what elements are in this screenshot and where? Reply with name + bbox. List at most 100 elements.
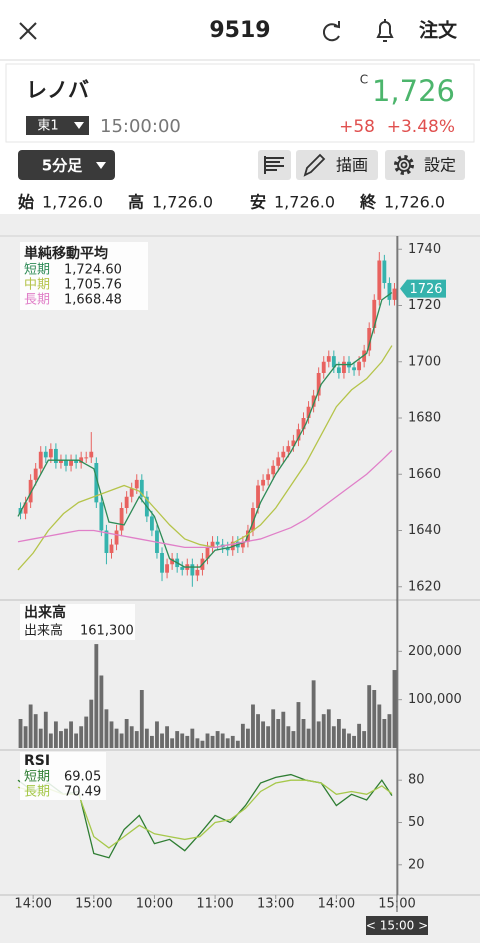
x-tick-label: 14:00 — [318, 897, 355, 912]
candle-body — [210, 541, 215, 548]
current-price: 1,726 — [372, 74, 455, 108]
candle-body — [160, 553, 164, 573]
order-button[interactable]: 注文 — [419, 19, 458, 42]
candle-body — [352, 367, 356, 371]
legend-name: 短期 — [24, 263, 50, 278]
candle-body — [180, 567, 185, 570]
volume-bar — [74, 733, 79, 748]
legend-title: RSI — [24, 753, 50, 769]
volume-bar — [195, 738, 200, 748]
volume-bar — [59, 731, 63, 748]
candle-body — [134, 479, 139, 489]
y-tick-label: 1620 — [408, 579, 441, 594]
gear-icon — [394, 155, 414, 175]
volume-bar — [392, 670, 397, 748]
candle-body — [99, 502, 104, 531]
line-series — [17, 345, 393, 571]
legend-value: 69.05 — [64, 770, 101, 785]
alert-button[interactable] — [376, 19, 394, 42]
volume-bar — [367, 685, 372, 748]
volume-bar — [311, 680, 316, 748]
candle-body — [286, 446, 291, 452]
candle-body — [149, 516, 154, 531]
candle-body — [301, 418, 306, 430]
volume-bar — [306, 728, 311, 748]
candle-body — [276, 457, 281, 466]
legend-value: 70.49 — [64, 785, 101, 800]
ohlc-value: 1,726.0 — [42, 193, 103, 212]
ohlc-value: 1,726.0 — [152, 193, 213, 212]
candle-body — [261, 479, 266, 486]
volume-bar — [18, 719, 23, 748]
candle-body — [240, 541, 245, 548]
candle-body — [256, 485, 260, 508]
volume-bar — [235, 740, 240, 748]
candle-body — [316, 373, 321, 396]
volume-bar — [114, 728, 119, 748]
settings-label: 設定 — [424, 156, 456, 175]
crosshair-label-box — [366, 916, 428, 935]
divider — [0, 59, 480, 61]
volume-bar — [220, 733, 225, 748]
volume-bar — [64, 728, 68, 748]
close-button[interactable] — [19, 22, 37, 40]
pencil-icon — [303, 153, 326, 177]
volume-bar — [175, 731, 180, 748]
volume-bar — [28, 704, 33, 748]
candle-body — [326, 356, 331, 362]
candle-body — [114, 530, 119, 545]
candle-body — [124, 496, 129, 508]
candle-body — [59, 460, 63, 463]
volume-bar — [33, 714, 38, 748]
volume-bar — [377, 704, 382, 748]
volume-bar — [261, 721, 266, 748]
volume-bar — [230, 735, 235, 748]
chart-area — [0, 214, 480, 943]
volume-bar — [326, 709, 331, 748]
volume-bar — [48, 733, 53, 748]
refresh-button[interactable] — [322, 21, 340, 42]
legend-title: 単純移動平均 — [24, 245, 108, 262]
candle-body — [28, 479, 33, 503]
price-change: +58 — [339, 117, 375, 137]
volume-bar — [316, 721, 321, 748]
volume-bar — [155, 721, 159, 748]
candle-body — [64, 460, 68, 466]
y-tick-label: 1680 — [408, 411, 441, 426]
candle-body — [311, 395, 316, 407]
candle-body — [331, 356, 336, 368]
dropdown-arrow — [74, 122, 84, 129]
candle-body — [357, 361, 362, 371]
ohlc-value: 1,726.0 — [274, 193, 335, 212]
volume-bar — [281, 711, 286, 748]
line-series — [17, 779, 393, 849]
volume-bar — [185, 735, 190, 748]
current-price-marker — [400, 279, 446, 298]
candle-body — [190, 564, 195, 576]
x-tick-label: 10:00 — [136, 897, 173, 912]
volume-bar — [352, 735, 356, 748]
volume-bar — [266, 726, 271, 748]
market-label: 東1 — [37, 118, 58, 134]
legend-value: 1,705.76 — [64, 278, 122, 293]
volume-bar — [69, 721, 73, 748]
volume-bar — [336, 719, 341, 748]
ohlc-row: 始 1,726.0 高 1,726.0 安 1,726.0 終 1,726.0 — [18, 193, 445, 212]
y-tick-label: 1700 — [408, 354, 441, 369]
volume-bar — [190, 728, 195, 748]
y-tick-label: 1660 — [408, 467, 441, 482]
volume-bar — [225, 738, 230, 748]
candle-body — [367, 328, 372, 351]
volume-bar — [246, 728, 250, 748]
market-selector[interactable] — [26, 116, 89, 135]
dropdown-arrow — [96, 162, 106, 169]
candle-body — [251, 508, 255, 531]
volume-bar — [53, 721, 58, 748]
volume-bar — [104, 709, 109, 748]
volume-bar — [94, 644, 99, 748]
interval-selector[interactable] — [18, 150, 115, 180]
x-tick-label: 15:00 — [75, 897, 112, 912]
candle-body — [119, 508, 124, 531]
